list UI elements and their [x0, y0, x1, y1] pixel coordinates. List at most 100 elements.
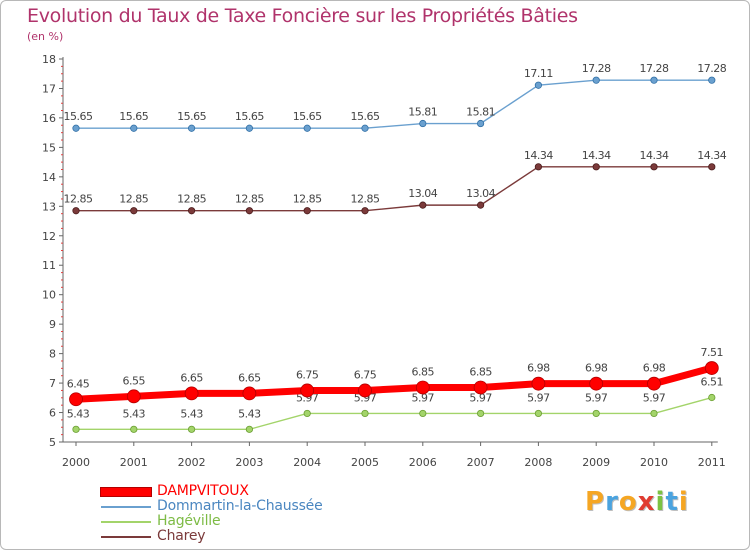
data-label: 6.98 [527, 362, 550, 375]
legend-label: DAMPVITOUX [157, 483, 249, 499]
data-point [592, 163, 600, 171]
data-point [650, 76, 658, 84]
data-point [476, 409, 485, 418]
data-label: 5.43 [123, 407, 146, 420]
data-label: 15.65 [119, 110, 148, 123]
logo-letter: i [655, 487, 666, 517]
data-label: 12.85 [177, 193, 206, 206]
data-label: 12.85 [119, 193, 148, 206]
data-label: 6.51 [701, 376, 724, 389]
data-label: 15.65 [351, 110, 380, 123]
data-point [303, 409, 311, 418]
data-point [589, 376, 604, 391]
data-point [473, 380, 488, 395]
data-label: 6.98 [585, 362, 608, 375]
x-tick-label: 2010 [640, 456, 668, 469]
legend-item: DAMPVITOUX [101, 484, 323, 499]
data-label: 6.75 [296, 368, 319, 381]
data-point [531, 376, 546, 391]
legend-label: Charey [157, 528, 206, 544]
data-label: 13.04 [408, 187, 437, 200]
data-point [419, 409, 427, 418]
data-point [534, 163, 543, 171]
data-point [361, 409, 369, 418]
logo-letter: t [665, 487, 679, 517]
data-label: 14.34 [582, 149, 611, 162]
legend-label: Dommartin-la-Chaussée [157, 498, 323, 514]
legend-swatch [101, 487, 151, 496]
data-label: 15.65 [64, 110, 93, 123]
data-point [708, 393, 716, 402]
data-label: 17.28 [582, 62, 611, 75]
legend-swatch [101, 505, 151, 508]
x-tick-label: 2005 [351, 456, 379, 469]
logo-letter: i [678, 487, 689, 517]
data-label: 17.11 [524, 67, 553, 80]
proxiti-logo: Proxiti [585, 487, 689, 517]
data-label: 15.81 [408, 106, 437, 119]
x-tick-label: 2000 [62, 456, 90, 469]
data-label: 15.65 [177, 110, 206, 123]
data-label: 7.51 [701, 346, 724, 359]
y-tick-label: 13 [42, 200, 56, 213]
data-label: 17.28 [640, 62, 669, 75]
series-line-3 [75, 166, 713, 212]
data-label: 12.85 [64, 193, 93, 206]
data-point [126, 389, 141, 404]
data-label: 12.85 [351, 193, 380, 206]
x-tick-label: 2004 [293, 456, 321, 469]
y-tick-label: 15 [42, 141, 56, 154]
data-point [69, 392, 83, 407]
data-point [72, 425, 80, 433]
data-label: 5.43 [67, 407, 90, 420]
y-tick-label: 11 [42, 259, 56, 272]
data-label: 14.34 [697, 149, 726, 162]
logo-letter: x [637, 487, 656, 517]
data-label: 13.04 [466, 187, 495, 200]
series-line-2 [75, 396, 713, 431]
legend-item: Hagéville [101, 514, 323, 529]
data-label: 6.85 [412, 365, 435, 378]
y-tick-label: 8 [49, 348, 56, 361]
data-point [188, 425, 196, 433]
data-point [130, 124, 138, 132]
data-label: 6.98 [643, 362, 666, 375]
legend-item: Dommartin-la-Chaussée [101, 499, 323, 514]
x-tick-label: 2006 [409, 456, 437, 469]
data-label: 6.55 [123, 374, 146, 387]
series-line-1 [75, 79, 713, 129]
data-point [592, 409, 600, 418]
data-point [361, 207, 369, 215]
data-point [130, 207, 138, 215]
data-label: 6.75 [354, 368, 377, 381]
data-label: 15.65 [235, 110, 264, 123]
y-tick-label: 7 [49, 377, 56, 390]
legend-item: Charey [101, 529, 323, 544]
data-point [361, 124, 369, 132]
data-point [188, 124, 196, 132]
chart-title: Evolution du Taux de Taxe Foncière sur l… [27, 5, 578, 27]
data-point [245, 124, 253, 132]
x-tick-label: 2009 [582, 456, 610, 469]
x-tick-label: 2007 [467, 456, 495, 469]
data-point [534, 409, 543, 418]
legend-swatch [101, 535, 151, 538]
data-label: 15.65 [293, 110, 322, 123]
data-label: 12.85 [235, 193, 264, 206]
x-tick-label: 2011 [698, 456, 726, 469]
data-point [72, 207, 80, 215]
data-label: 5.97 [643, 391, 666, 404]
y-tick-label: 14 [42, 171, 56, 184]
y-tick-label: 9 [49, 318, 56, 331]
data-point [708, 163, 716, 171]
logo-letter: o [618, 487, 638, 517]
data-point [245, 207, 253, 215]
logo-letter: P [585, 487, 606, 517]
data-point [300, 383, 315, 398]
data-label: 5.97 [527, 391, 550, 404]
x-tick-label: 2002 [178, 456, 206, 469]
data-label: 15.81 [466, 106, 495, 119]
data-label: 14.34 [640, 149, 669, 162]
